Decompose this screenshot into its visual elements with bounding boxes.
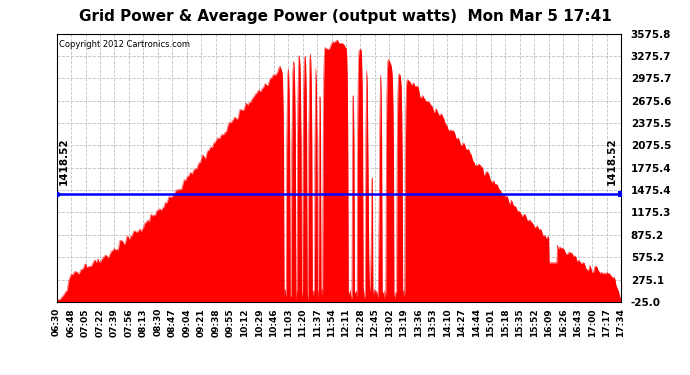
Text: 1418.52: 1418.52 [607, 138, 618, 186]
Text: 1418.52: 1418.52 [59, 138, 69, 186]
Text: Copyright 2012 Cartronics.com: Copyright 2012 Cartronics.com [59, 40, 190, 50]
Text: Grid Power & Average Power (output watts)  Mon Mar 5 17:41: Grid Power & Average Power (output watts… [79, 9, 611, 24]
